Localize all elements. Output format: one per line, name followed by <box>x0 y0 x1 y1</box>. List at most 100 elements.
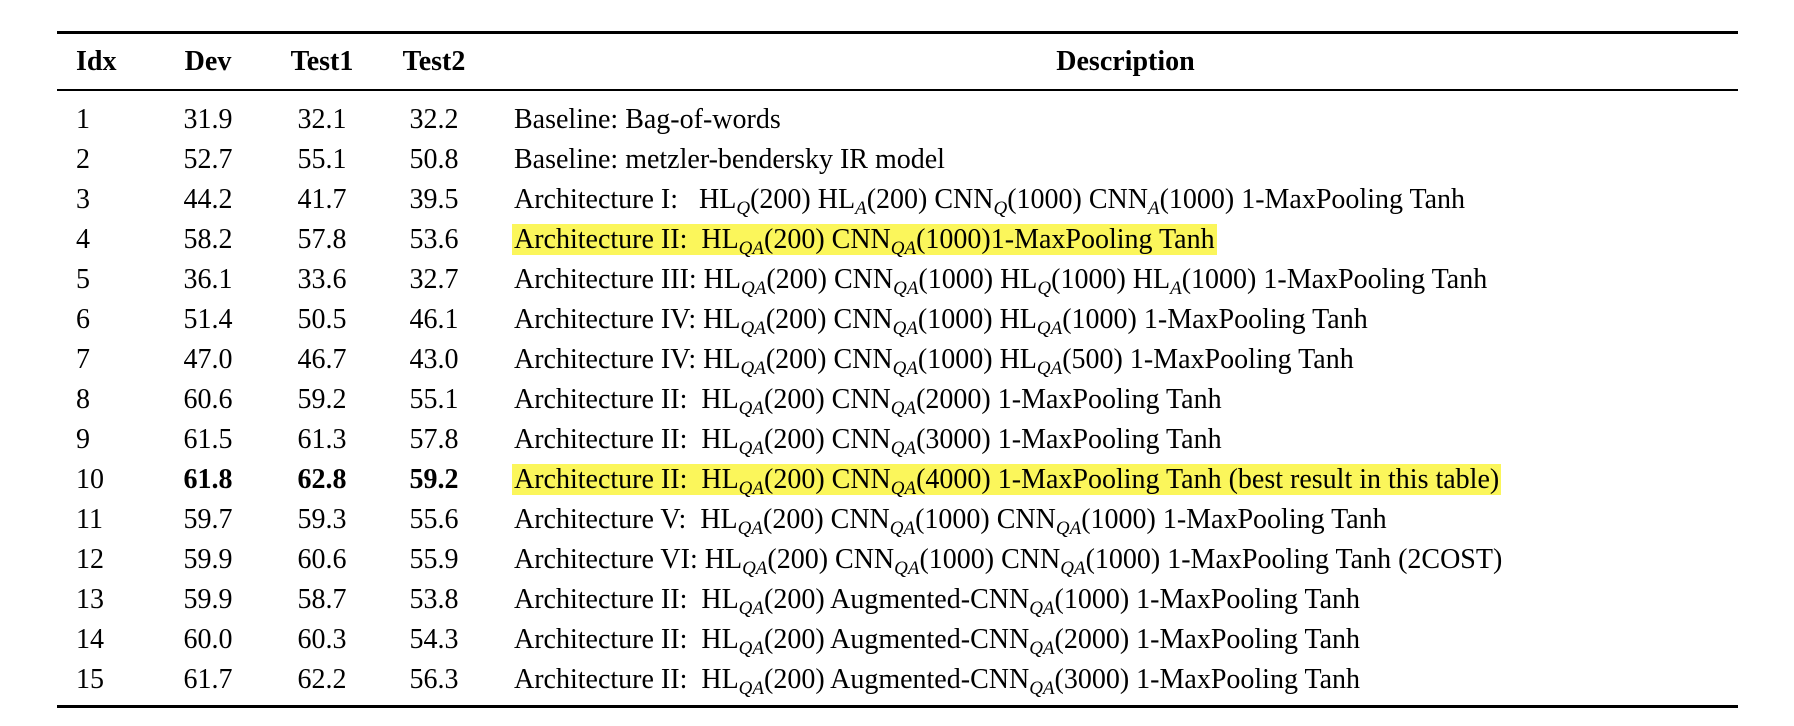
row-idx: 3 <box>76 184 90 215</box>
description-segment: Architecture V: HL <box>514 504 738 535</box>
row-test2: 32.7 <box>409 264 459 295</box>
subscript: QA <box>738 638 764 659</box>
description-segment: Architecture I: HL <box>514 184 737 215</box>
row-description: Architecture II: HLQA(200) CNNQA(4000) 1… <box>512 460 1502 500</box>
row-test1: 50.5 <box>297 304 347 335</box>
row-test1: 41.7 <box>297 184 347 215</box>
row-test2: 54.3 <box>409 624 459 655</box>
description-segment: Architecture II: HL <box>514 624 739 655</box>
subscript: QA <box>1029 598 1055 619</box>
description-segment: Architecture II: HL <box>514 464 739 495</box>
header-test2: Test2 <box>402 46 466 77</box>
description-segment: (4000) 1-MaxPooling Tanh (best result in… <box>916 464 1500 495</box>
description-text: Baseline: Bag-of-words <box>514 104 781 135</box>
description-segment: (2000) 1-MaxPooling Tanh <box>916 384 1222 415</box>
row-test2: 39.5 <box>409 184 459 215</box>
row-dev: 59.9 <box>183 544 233 575</box>
description-segment: (1000) 1-MaxPooling Tanh <box>1054 584 1361 615</box>
row-test2: 56.3 <box>409 664 459 695</box>
description-segment: Architecture II: HL <box>514 224 739 255</box>
description-segment: Baseline: metzler-bendersky IR model <box>514 144 945 175</box>
row-dev: 51.4 <box>183 304 233 335</box>
subscript: Q <box>993 198 1008 219</box>
row-dev: 36.1 <box>183 264 233 295</box>
description-text: Architecture IV: HLQA(200) CNNQA(1000) H… <box>514 344 1354 378</box>
description-text: Architecture V: HLQA(200) CNNQA(1000) CN… <box>514 504 1387 538</box>
description-segment: (200) CNN <box>764 224 891 255</box>
header-description: Description <box>1056 46 1195 77</box>
description-segment: Architecture III: HL <box>514 264 741 295</box>
row-description: Baseline: Bag-of-words <box>514 100 781 140</box>
description-segment: (1000) HL <box>1051 264 1171 295</box>
subscript: QA <box>1029 638 1055 659</box>
row-description: Architecture II: HLQA(200) CNNQA(2000) 1… <box>514 380 1222 420</box>
row-description: Architecture VI: HLQA(200) CNNQA(1000) C… <box>514 540 1502 580</box>
subscript: A <box>1170 278 1182 299</box>
highlighted-description: Architecture II: HLQA(200) CNNQA(1000)1-… <box>512 224 1217 258</box>
row-idx: 7 <box>76 344 90 375</box>
description-segment: (200) CNN <box>767 544 895 575</box>
row-test1: 62.8 <box>297 464 347 495</box>
row-test2: 43.0 <box>409 344 459 375</box>
row-dev: 47.0 <box>183 344 233 375</box>
description-text: Architecture II: HLQA(200) Augmented-CNN… <box>514 664 1361 698</box>
row-idx: 8 <box>76 384 90 415</box>
subscript: QA <box>741 278 767 299</box>
row-dev: 59.7 <box>183 504 233 535</box>
row-dev: 58.2 <box>183 224 233 255</box>
description-segment: (1000) CNN <box>915 504 1056 535</box>
description-segment: (1000) 1-MaxPooling Tanh (2COST) <box>1085 544 1503 575</box>
row-test2: 57.8 <box>409 424 459 455</box>
row-idx: 2 <box>76 144 90 175</box>
description-segment: (1000)1-MaxPooling Tanh <box>916 224 1215 255</box>
description-segment: (200) CNN <box>866 184 994 215</box>
row-idx: 9 <box>76 424 90 455</box>
subscript: QA <box>893 278 919 299</box>
description-text: Architecture III: HLQA(200) CNNQA(1000) … <box>514 264 1487 298</box>
subscript: Q <box>1037 278 1052 299</box>
description-segment: (1000) 1-MaxPooling Tanh <box>1062 304 1368 335</box>
subscript: QA <box>890 238 917 259</box>
subscript: QA <box>740 358 766 379</box>
description-text: Architecture IV: HLQA(200) CNNQA(1000) H… <box>514 304 1368 338</box>
header-test1: Test1 <box>290 46 354 77</box>
row-test1: 59.3 <box>297 504 347 535</box>
subscript: A <box>1147 198 1160 219</box>
description-text: Baseline: metzler-bendersky IR model <box>514 144 945 175</box>
row-test1: 57.8 <box>297 224 347 255</box>
table-top-rule <box>57 31 1738 34</box>
highlighted-description: Architecture II: HLQA(200) CNNQA(4000) 1… <box>512 464 1502 498</box>
subscript: QA <box>738 398 764 419</box>
row-test2: 53.6 <box>409 224 459 255</box>
description-segment: (200) CNN <box>764 424 891 455</box>
subscript: QA <box>1060 558 1086 579</box>
row-test1: 46.7 <box>297 344 347 375</box>
row-test2: 32.2 <box>409 104 459 135</box>
subscript: QA <box>894 558 920 579</box>
description-segment: (1000) 1-MaxPooling Tanh <box>1159 184 1466 215</box>
subscript: QA <box>1029 678 1055 699</box>
table-header-rule <box>57 89 1738 91</box>
row-description: Architecture II: HLQA(200) Augmented-CNN… <box>514 660 1360 700</box>
subscript: QA <box>738 678 764 699</box>
subscript: QA <box>737 518 763 539</box>
description-segment: (200) CNN <box>765 304 893 335</box>
description-segment: (3000) 1-MaxPooling Tanh <box>1054 664 1361 695</box>
row-test2: 55.1 <box>409 384 459 415</box>
row-idx: 11 <box>76 504 103 535</box>
description-segment: (3000) 1-MaxPooling Tanh <box>916 424 1222 455</box>
subscript: QA <box>740 318 766 339</box>
row-description: Architecture II: HLQA(200) Augmented-CNN… <box>514 580 1360 620</box>
description-segment: Architecture VI: HL <box>514 544 743 575</box>
description-segment: (1000) CNN <box>1007 184 1148 215</box>
row-test2: 46.1 <box>409 304 459 335</box>
row-idx: 1 <box>76 104 90 135</box>
description-segment: (1000) HL <box>917 304 1037 335</box>
description-text: Architecture II: HLQA(200) Augmented-CNN… <box>514 584 1361 618</box>
description-segment: (200) CNN <box>764 464 891 495</box>
description-segment: Architecture II: HL <box>514 584 739 615</box>
description-text: Architecture II: HLQA(200) CNNQA(3000) 1… <box>514 424 1222 458</box>
row-description: Architecture III: HLQA(200) CNNQA(1000) … <box>514 260 1487 300</box>
subscript: QA <box>890 478 917 499</box>
